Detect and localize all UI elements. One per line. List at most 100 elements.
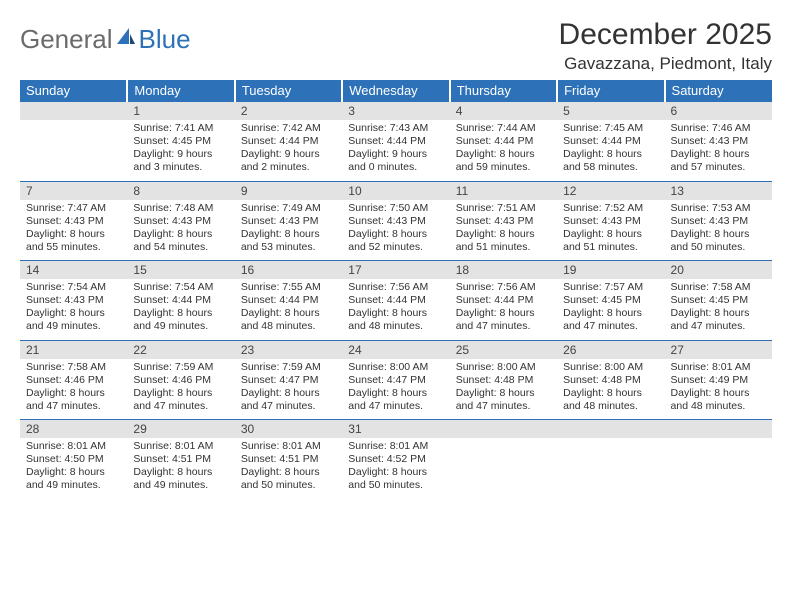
- daylight-line1: Daylight: 8 hours: [26, 307, 121, 320]
- day-data: Sunrise: 7:51 AMSunset: 4:43 PMDaylight:…: [450, 200, 557, 261]
- daylight-line2: and 47 minutes.: [241, 400, 336, 413]
- sunset-label: Sunset: 4:45 PM: [563, 294, 658, 307]
- sunrise-label: Sunrise: 7:46 AM: [671, 122, 766, 135]
- calendar-day-cell: 18Sunrise: 7:56 AMSunset: 4:44 PMDayligh…: [450, 261, 557, 341]
- calendar-day-cell: 25Sunrise: 8:00 AMSunset: 4:48 PMDayligh…: [450, 340, 557, 420]
- daylight-line2: and 50 minutes.: [348, 479, 443, 492]
- weekday-header: Wednesday: [342, 80, 449, 102]
- day-number: 9: [235, 182, 342, 200]
- sunrise-label: Sunrise: 7:44 AM: [456, 122, 551, 135]
- daylight-line1: Daylight: 9 hours: [241, 148, 336, 161]
- day-number: 25: [450, 341, 557, 359]
- sunset-label: Sunset: 4:43 PM: [133, 215, 228, 228]
- location-label: Gavazzana, Piedmont, Italy: [559, 54, 772, 74]
- calendar-day-cell: 17Sunrise: 7:56 AMSunset: 4:44 PMDayligh…: [342, 261, 449, 341]
- daylight-line2: and 58 minutes.: [563, 161, 658, 174]
- day-number: 14: [20, 261, 127, 279]
- sunset-label: Sunset: 4:44 PM: [456, 135, 551, 148]
- day-data: Sunrise: 7:56 AMSunset: 4:44 PMDaylight:…: [342, 279, 449, 340]
- daylight-line1: Daylight: 8 hours: [456, 387, 551, 400]
- daylight-line2: and 49 minutes.: [26, 320, 121, 333]
- daylight-line1: Daylight: 8 hours: [671, 387, 766, 400]
- day-data: Sunrise: 7:58 AMSunset: 4:45 PMDaylight:…: [665, 279, 772, 340]
- day-number: 12: [557, 182, 664, 200]
- daylight-line2: and 49 minutes.: [133, 479, 228, 492]
- daylight-line1: Daylight: 8 hours: [563, 387, 658, 400]
- daylight-line1: Daylight: 9 hours: [348, 148, 443, 161]
- sunrise-label: Sunrise: 7:59 AM: [241, 361, 336, 374]
- calendar-day-cell: 15Sunrise: 7:54 AMSunset: 4:44 PMDayligh…: [127, 261, 234, 341]
- daylight-line1: Daylight: 8 hours: [671, 228, 766, 241]
- brand-logo: General Blue: [20, 24, 191, 55]
- sail-icon: [115, 26, 137, 53]
- sunset-label: Sunset: 4:44 PM: [133, 294, 228, 307]
- daylight-line2: and 52 minutes.: [348, 241, 443, 254]
- daylight-line1: Daylight: 8 hours: [348, 228, 443, 241]
- daylight-line2: and 57 minutes.: [671, 161, 766, 174]
- day-data: Sunrise: 7:52 AMSunset: 4:43 PMDaylight:…: [557, 200, 664, 261]
- title-block: December 2025 Gavazzana, Piedmont, Italy: [559, 18, 772, 74]
- daylight-line2: and 51 minutes.: [563, 241, 658, 254]
- day-number: 17: [342, 261, 449, 279]
- calendar-week-row: 21Sunrise: 7:58 AMSunset: 4:46 PMDayligh…: [20, 340, 772, 420]
- sunset-label: Sunset: 4:43 PM: [671, 135, 766, 148]
- daylight-line2: and 53 minutes.: [241, 241, 336, 254]
- sunset-label: Sunset: 4:44 PM: [241, 135, 336, 148]
- brand-general: General: [20, 24, 113, 55]
- daylight-line1: Daylight: 8 hours: [26, 228, 121, 241]
- day-number: 23: [235, 341, 342, 359]
- day-number: 26: [557, 341, 664, 359]
- daylight-line1: Daylight: 8 hours: [456, 148, 551, 161]
- day-data: Sunrise: 8:00 AMSunset: 4:47 PMDaylight:…: [342, 359, 449, 420]
- sunrise-label: Sunrise: 7:56 AM: [456, 281, 551, 294]
- sunset-label: Sunset: 4:43 PM: [456, 215, 551, 228]
- day-number: [450, 420, 557, 438]
- sunset-label: Sunset: 4:44 PM: [348, 294, 443, 307]
- daylight-line2: and 51 minutes.: [456, 241, 551, 254]
- day-data: Sunrise: 7:45 AMSunset: 4:44 PMDaylight:…: [557, 120, 664, 181]
- calendar-day-cell: 3Sunrise: 7:43 AMSunset: 4:44 PMDaylight…: [342, 102, 449, 182]
- day-number: 10: [342, 182, 449, 200]
- sunset-label: Sunset: 4:47 PM: [348, 374, 443, 387]
- daylight-line1: Daylight: 8 hours: [133, 387, 228, 400]
- daylight-line1: Daylight: 8 hours: [671, 307, 766, 320]
- calendar-week-row: 14Sunrise: 7:54 AMSunset: 4:43 PMDayligh…: [20, 261, 772, 341]
- daylight-line1: Daylight: 8 hours: [563, 148, 658, 161]
- daylight-line1: Daylight: 8 hours: [241, 387, 336, 400]
- sunset-label: Sunset: 4:43 PM: [241, 215, 336, 228]
- sunrise-label: Sunrise: 7:47 AM: [26, 202, 121, 215]
- daylight-line2: and 47 minutes.: [26, 400, 121, 413]
- daylight-line1: Daylight: 9 hours: [133, 148, 228, 161]
- calendar-table: SundayMondayTuesdayWednesdayThursdayFrid…: [20, 80, 772, 499]
- day-data: Sunrise: 7:49 AMSunset: 4:43 PMDaylight:…: [235, 200, 342, 261]
- calendar-day-cell: [557, 420, 664, 499]
- day-data: Sunrise: 7:48 AMSunset: 4:43 PMDaylight:…: [127, 200, 234, 261]
- day-data: Sunrise: 8:00 AMSunset: 4:48 PMDaylight:…: [450, 359, 557, 420]
- daylight-line1: Daylight: 8 hours: [348, 307, 443, 320]
- daylight-line2: and 47 minutes.: [456, 400, 551, 413]
- calendar-week-row: 7Sunrise: 7:47 AMSunset: 4:43 PMDaylight…: [20, 181, 772, 261]
- sunrise-label: Sunrise: 8:01 AM: [671, 361, 766, 374]
- day-data: Sunrise: 7:47 AMSunset: 4:43 PMDaylight:…: [20, 200, 127, 261]
- day-number: 1: [127, 102, 234, 120]
- daylight-line2: and 47 minutes.: [133, 400, 228, 413]
- page-title: December 2025: [559, 18, 772, 52]
- day-number: 15: [127, 261, 234, 279]
- sunrise-label: Sunrise: 7:45 AM: [563, 122, 658, 135]
- sunrise-label: Sunrise: 8:01 AM: [241, 440, 336, 453]
- weekday-header-row: SundayMondayTuesdayWednesdayThursdayFrid…: [20, 80, 772, 102]
- day-number: 11: [450, 182, 557, 200]
- day-number: 27: [665, 341, 772, 359]
- day-number: 18: [450, 261, 557, 279]
- day-data: Sunrise: 8:01 AMSunset: 4:51 PMDaylight:…: [127, 438, 234, 499]
- calendar-day-cell: 9Sunrise: 7:49 AMSunset: 4:43 PMDaylight…: [235, 181, 342, 261]
- sunrise-label: Sunrise: 7:55 AM: [241, 281, 336, 294]
- daylight-line2: and 0 minutes.: [348, 161, 443, 174]
- calendar-day-cell: [20, 102, 127, 182]
- sunset-label: Sunset: 4:44 PM: [456, 294, 551, 307]
- daylight-line2: and 54 minutes.: [133, 241, 228, 254]
- calendar-day-cell: 16Sunrise: 7:55 AMSunset: 4:44 PMDayligh…: [235, 261, 342, 341]
- day-data: Sunrise: 7:42 AMSunset: 4:44 PMDaylight:…: [235, 120, 342, 181]
- sunrise-label: Sunrise: 7:41 AM: [133, 122, 228, 135]
- day-number: 8: [127, 182, 234, 200]
